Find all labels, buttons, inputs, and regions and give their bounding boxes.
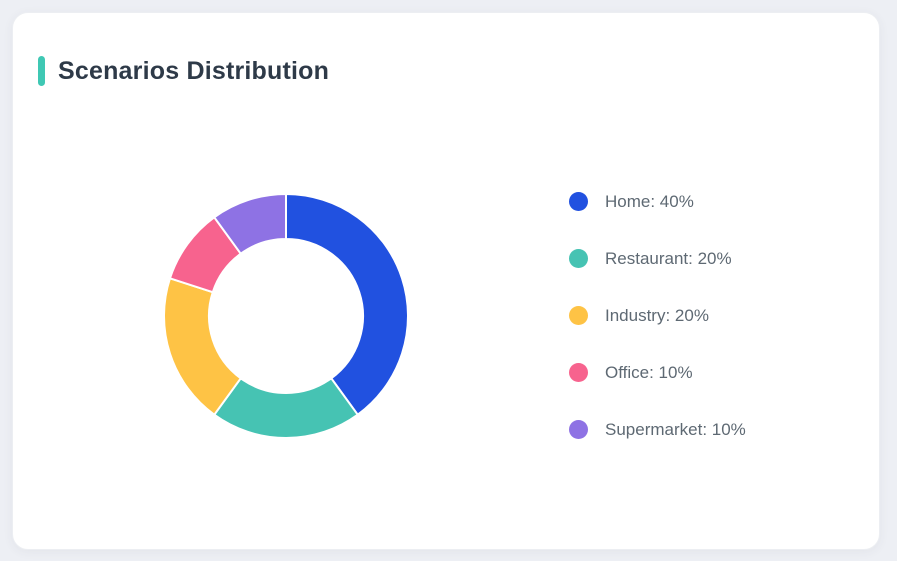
donut-slice-industry[interactable] [163, 277, 242, 416]
legend-item-supermarket[interactable]: Supermarket: 10% [569, 419, 746, 440]
legend-dot-supermarket [569, 420, 588, 439]
card-title: Scenarios Distribution [58, 56, 330, 85]
donut-slice-restaurant[interactable] [213, 377, 359, 439]
donut-slice-home[interactable] [285, 193, 409, 416]
legend-dot-home [569, 192, 588, 211]
legend-dot-industry [569, 306, 588, 325]
donut-chart[interactable] [161, 191, 411, 441]
legend-item-industry[interactable]: Industry: 20% [569, 305, 746, 326]
legend-label: Industry: 20% [605, 306, 709, 325]
donut-slice-supermarket[interactable] [213, 193, 287, 255]
legend-item-restaurant[interactable]: Restaurant: 20% [569, 248, 746, 269]
chart-legend: Home: 40% Restaurant: 20% Industry: 20% Off… [569, 191, 746, 440]
legend-label: Restaurant: 20% [605, 249, 732, 268]
legend-label: Supermarket: 10% [605, 420, 746, 439]
legend-item-home[interactable]: Home: 40% [569, 191, 746, 212]
legend-dot-office [569, 363, 588, 382]
scenarios-distribution-card: Scenarios Distribution Home: 40% Restaura… [12, 12, 880, 550]
legend-dot-restaurant [569, 249, 588, 268]
legend-item-office[interactable]: Office: 10% [569, 362, 746, 383]
title-accent-bar [38, 56, 45, 86]
card-header: Scenarios Distribution [38, 56, 329, 86]
legend-label: Office: 10% [605, 363, 693, 382]
legend-label: Home: 40% [605, 192, 694, 211]
